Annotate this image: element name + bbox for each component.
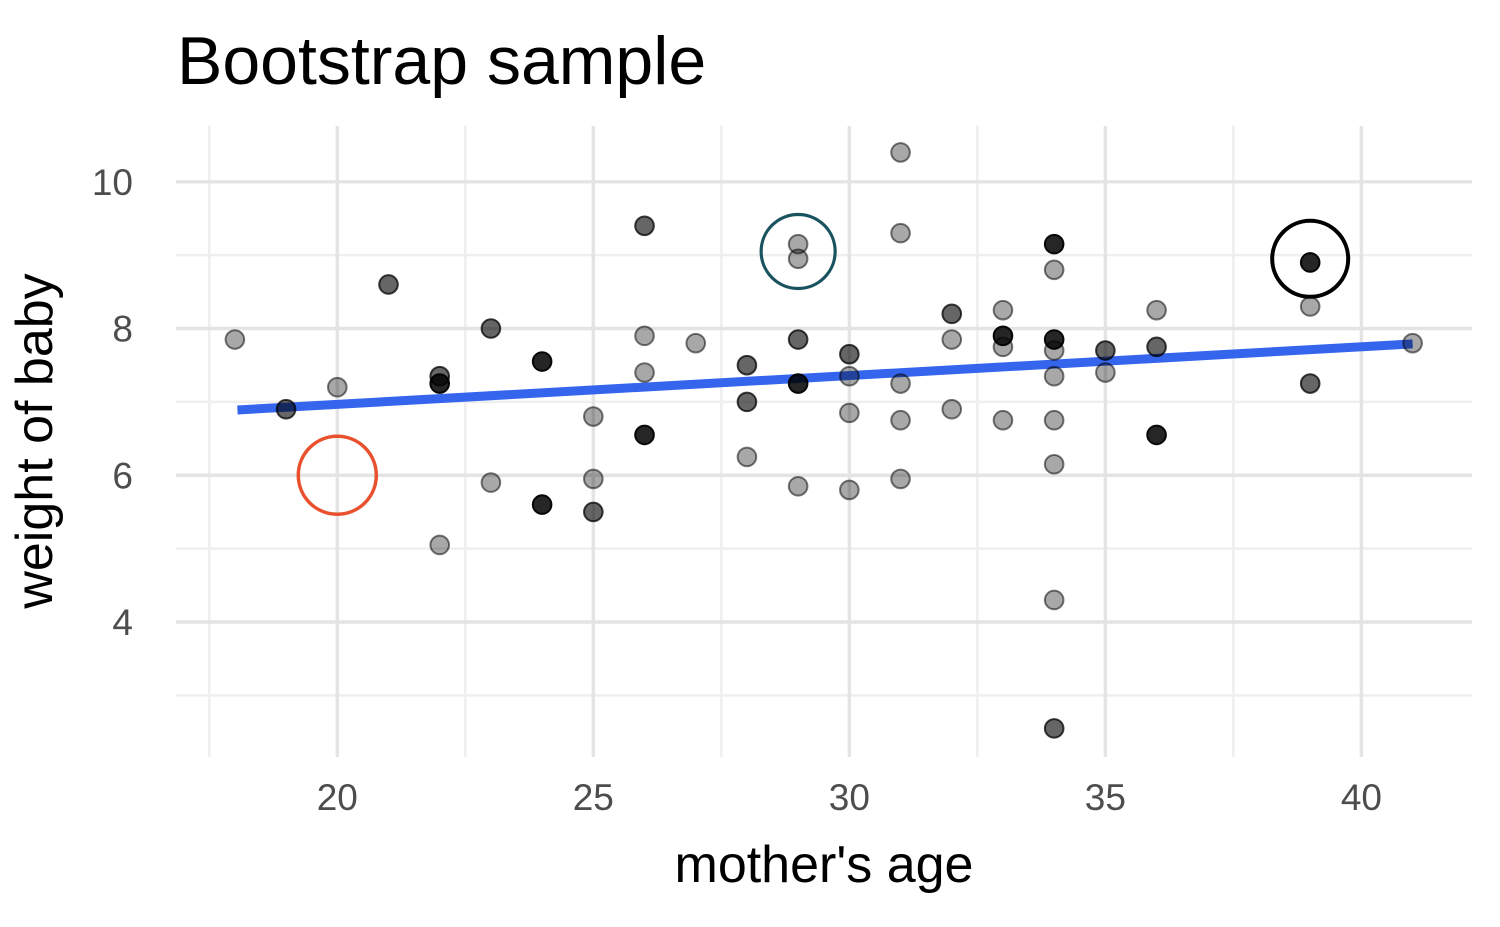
data-point [634, 362, 655, 383]
data-point [1043, 409, 1065, 431]
data-point [992, 299, 1014, 321]
data-point [1299, 373, 1321, 394]
trend-line-group [237, 339, 1413, 415]
data-point [1299, 296, 1321, 317]
x-tick-label: 25 [573, 777, 614, 818]
chart-title: Bootstrap sample [177, 23, 706, 99]
data-point [890, 222, 911, 244]
teal-circle [759, 212, 837, 291]
data-point [1043, 365, 1065, 387]
data-point [634, 325, 655, 347]
data-point [839, 343, 860, 365]
data-point [1043, 233, 1065, 255]
x-tick-label: 20 [317, 777, 358, 818]
data-point [583, 501, 604, 523]
data-point [1043, 340, 1065, 361]
grid-minor-lines [176, 126, 1472, 757]
data-point [1043, 329, 1065, 350]
data-point [736, 354, 758, 376]
data-point [1146, 424, 1167, 446]
data-point [531, 351, 553, 372]
data-point [890, 373, 911, 394]
data-point [634, 215, 655, 237]
data-point [531, 494, 553, 515]
data-point [1299, 252, 1321, 273]
data-point [480, 472, 502, 493]
data-point [941, 398, 963, 420]
y-tick-label: 8 [112, 309, 133, 350]
data-point [1043, 589, 1065, 611]
regression-trend-line [237, 339, 1413, 415]
data-point [890, 142, 911, 163]
data-point [1402, 332, 1423, 354]
data-point [890, 468, 911, 490]
data-point [583, 468, 604, 490]
data-point [992, 336, 1014, 358]
data-point [480, 318, 502, 339]
tick-labels-group: 4 6 8 10 20 25 30 35 40 [92, 162, 1382, 818]
data-point [275, 398, 297, 420]
data-point [839, 479, 860, 501]
data-point [941, 303, 963, 325]
data-point [890, 409, 911, 431]
data-point [839, 365, 860, 387]
data-point [787, 329, 809, 350]
data-point [1043, 453, 1065, 475]
data-point [1146, 299, 1167, 321]
x-tick-label: 35 [1085, 777, 1126, 818]
x-tick-label: 30 [829, 777, 870, 818]
y-tick-label: 10 [92, 162, 133, 203]
data-point [224, 329, 246, 350]
x-axis-title: mother's age [675, 836, 974, 894]
y-tick-label: 4 [112, 602, 133, 643]
data-point [378, 274, 399, 295]
data-point [1146, 336, 1167, 358]
data-point [839, 402, 860, 424]
data-point [992, 409, 1014, 431]
data-point [685, 332, 707, 354]
data-point [736, 391, 758, 413]
data-point [429, 373, 451, 394]
data-point [429, 534, 451, 556]
data-point [736, 446, 758, 468]
data-point [992, 325, 1014, 347]
grid-major-lines [176, 126, 1472, 757]
data-point [787, 248, 809, 270]
black-circle [1270, 218, 1351, 299]
x-tick-label: 40 [1341, 777, 1382, 818]
data-point [1043, 259, 1065, 281]
annotation-circles-group [296, 212, 1351, 517]
data-points-group [224, 142, 1423, 739]
data-point [1095, 362, 1116, 383]
data-point [941, 329, 963, 350]
data-point [634, 424, 655, 446]
data-point [1095, 340, 1116, 361]
y-axis-title: weight of baby [6, 273, 64, 609]
y-tick-label: 6 [112, 455, 133, 496]
data-point [787, 475, 809, 497]
data-point [787, 373, 809, 394]
data-point [583, 406, 604, 427]
data-point [1043, 718, 1065, 739]
data-point [326, 376, 348, 398]
data-point [787, 233, 809, 255]
red-circle [296, 434, 379, 517]
